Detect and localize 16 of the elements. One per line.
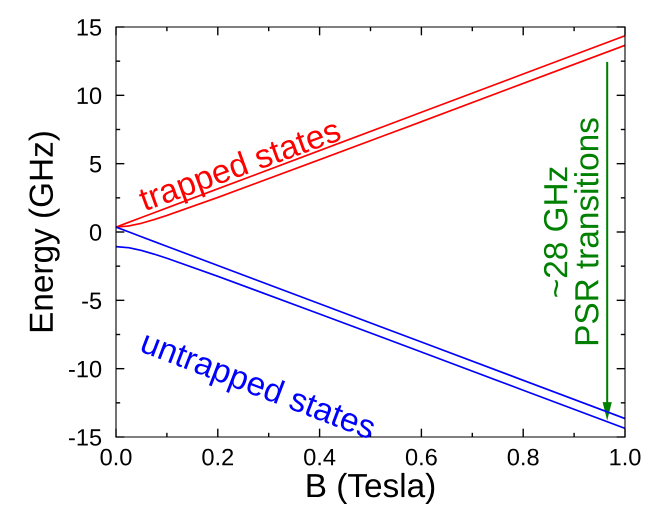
x-tick-label: 0.8 [508,448,539,466]
y-tick-label: 15 [78,19,102,36]
y-tick-label: -5 [82,292,102,310]
x-tick-label: 0.0 [100,448,132,466]
y-tick-label: 0 [90,224,102,241]
y-axis-title: Energy (GHz) [28,132,60,332]
x-tick-label: 0.2 [202,448,234,466]
x-axis-title: B (Tesla) [307,472,434,504]
y-tick-label: -15 [69,429,102,446]
annotation: ~28 GHz PSR transitions [544,118,599,344]
y-tick-label: 10 [78,87,102,104]
y-tick-label: -10 [69,360,102,378]
x-tick-label: 0.6 [406,448,437,466]
x-tick-label: 1.0 [610,448,640,466]
x-tick-label: 0.4 [304,448,336,466]
y-tick-label: 5 [90,156,102,172]
